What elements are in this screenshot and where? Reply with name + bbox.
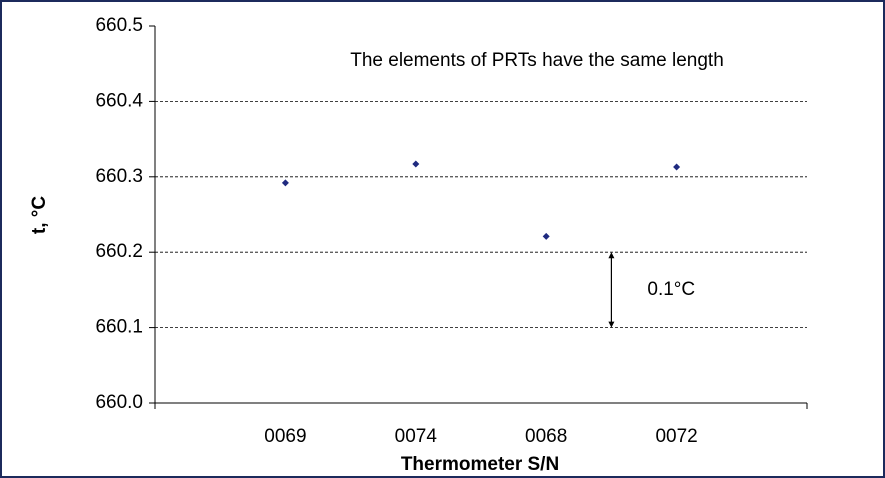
y-axis-label: t, °C	[29, 196, 50, 234]
y-tick-label: 660.3	[95, 166, 143, 187]
span-label: 0.1°C	[647, 279, 695, 300]
arrow-head	[608, 252, 615, 259]
annotation: The elements of PRTs have the same lengt…	[350, 50, 724, 71]
y-tick-label: 660.0	[95, 392, 143, 413]
x-axis-label: Thermometer S/N	[401, 454, 559, 475]
x-tick-label: 0074	[395, 426, 438, 447]
point	[281, 179, 289, 187]
arrow-head	[608, 321, 615, 328]
point	[412, 160, 420, 168]
point	[673, 163, 681, 171]
x-tick-label: 0069	[264, 426, 306, 447]
x-tick-label: 0072	[655, 426, 697, 447]
y-tick-label: 660.4	[95, 90, 143, 111]
y-tick-label: 660.5	[95, 15, 143, 36]
point	[542, 232, 550, 240]
y-tick-label: 660.1	[95, 317, 143, 338]
x-tick-label: 0068	[525, 426, 567, 447]
y-tick-label: 660.2	[95, 241, 143, 262]
